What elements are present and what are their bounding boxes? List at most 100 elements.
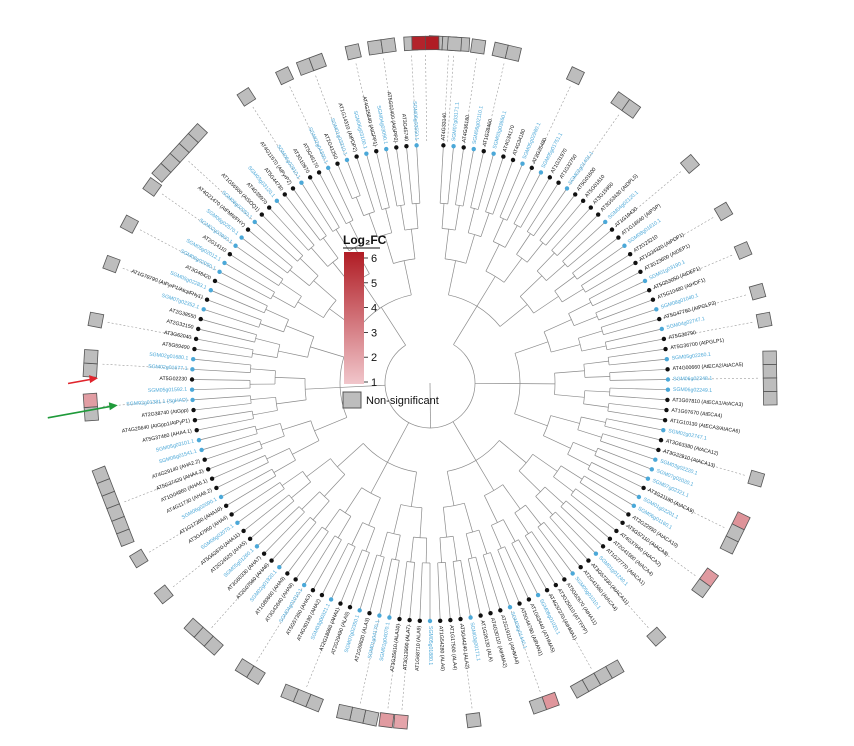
heatmap-cell-ns — [762, 377, 778, 393]
sm-node — [520, 161, 525, 166]
sm-node — [239, 235, 244, 240]
tree-branch — [499, 304, 528, 327]
tip-nodes — [189, 143, 671, 624]
tip-label: SGM02g01381.1 (SgHAD) — [126, 397, 188, 407]
tree-branch — [546, 263, 566, 281]
arabidopsis-node — [638, 269, 643, 275]
tree-branch — [375, 151, 390, 208]
log2fc-legend: Log₂FC 6 5 4 3 2 1 Non-significant — [342, 233, 439, 409]
tree-branch — [549, 517, 589, 561]
tree-branch — [536, 252, 555, 272]
leader-lines — [100, 53, 760, 712]
tip-label: SGM02g01677.1 — [148, 364, 188, 372]
tree-branch — [231, 482, 281, 515]
sm-node — [491, 151, 496, 156]
tree-branch — [369, 556, 385, 614]
tree-branch — [385, 148, 398, 207]
tip-label: AT5G44240 (ALA2) — [458, 624, 470, 670]
heatmap-cell-ns — [691, 578, 712, 599]
heatmap-cell-ns — [153, 584, 174, 605]
tree-branch — [255, 338, 280, 345]
heatmap-cell-ns — [82, 362, 98, 378]
heatmap-cell-group — [528, 696, 548, 715]
heatmap-leader — [484, 61, 505, 148]
tree-branch — [543, 435, 571, 449]
green-arrow-shaft — [47, 405, 112, 419]
heatmap-cell-group — [762, 350, 777, 366]
tree-branch — [573, 316, 598, 326]
tip-label: AT1G68710 (ALA9) — [415, 625, 423, 671]
heatmap-cell-group — [280, 683, 299, 703]
tree-branch — [476, 276, 496, 307]
tree-branch — [263, 511, 305, 554]
arabidopsis-node — [194, 427, 199, 433]
arabidopsis-node — [227, 252, 233, 257]
heatmap-cell-sig — [378, 712, 395, 729]
heatmap-cell-ns — [234, 658, 255, 678]
tree-branch — [462, 148, 475, 207]
arabidopsis-node — [586, 558, 591, 563]
tree-branch — [588, 271, 641, 300]
heatmap-cell-ns — [748, 282, 767, 301]
tree-branch — [266, 448, 290, 460]
tree-branch — [330, 546, 356, 600]
tree-branch — [482, 554, 501, 611]
tree-branch — [256, 423, 281, 431]
arabidopsis-node — [282, 192, 287, 197]
tree-branch — [460, 560, 471, 618]
tree-branch — [395, 147, 405, 205]
tree-branch — [282, 420, 311, 431]
sm-node — [451, 143, 456, 149]
sm-node — [252, 219, 257, 225]
tip-label: SGM06g02249.1 — [673, 387, 712, 394]
heatmap-cell-group — [336, 703, 354, 721]
tree-branch — [492, 218, 504, 242]
heatmap-leader — [511, 610, 542, 694]
tree-branch — [455, 147, 465, 205]
sm-node — [208, 288, 214, 293]
tree-branch — [484, 495, 498, 523]
heatmap-leader — [382, 56, 397, 144]
arabidopsis-node — [580, 198, 586, 204]
tree-branch — [252, 353, 278, 358]
heatmap-cell-group — [367, 39, 384, 56]
sm-node — [235, 520, 240, 526]
tree-branch — [229, 253, 279, 286]
tip-label: AT4G33140 — [441, 113, 449, 141]
tree-branch — [291, 481, 311, 499]
tree-branch — [384, 234, 394, 264]
tree-branch — [587, 468, 640, 498]
heatmap-cell-ns — [380, 37, 397, 54]
heatmap-leader — [387, 622, 400, 711]
sm-node — [196, 437, 202, 443]
tree-branch — [193, 403, 252, 411]
tree-branch — [603, 318, 660, 336]
tree-branch — [356, 156, 375, 212]
heatmap-leader — [614, 170, 683, 228]
tree-branch — [516, 233, 531, 255]
tree-branch — [410, 471, 417, 507]
tip-label: SGM01g04070.1 — [379, 622, 392, 662]
tree-branch — [560, 506, 604, 547]
tree-branch — [447, 146, 454, 204]
tree-branch — [252, 410, 278, 416]
heatmap-leader — [314, 73, 346, 157]
tip-label: AT3G62040 — [164, 330, 192, 341]
heatmap-cell-group — [380, 37, 397, 54]
heatmap-cell-group — [411, 35, 426, 51]
tree-branch — [581, 253, 631, 286]
arabidopsis-node — [241, 528, 246, 534]
heatmap-cell-ns — [646, 626, 667, 647]
heatmap-leader — [638, 216, 716, 262]
heatmap-leader — [288, 84, 327, 165]
arabidopsis-node — [448, 617, 453, 623]
arabidopsis-node — [374, 148, 379, 154]
sm-node — [254, 544, 260, 549]
heatmap-cell-ns — [91, 465, 111, 485]
tree-branch — [324, 508, 341, 530]
arabidopsis-node — [658, 437, 664, 443]
tree-branch — [196, 338, 254, 351]
arabidopsis-node — [319, 592, 325, 598]
sm-node — [538, 170, 544, 175]
tree-branch — [465, 533, 473, 559]
